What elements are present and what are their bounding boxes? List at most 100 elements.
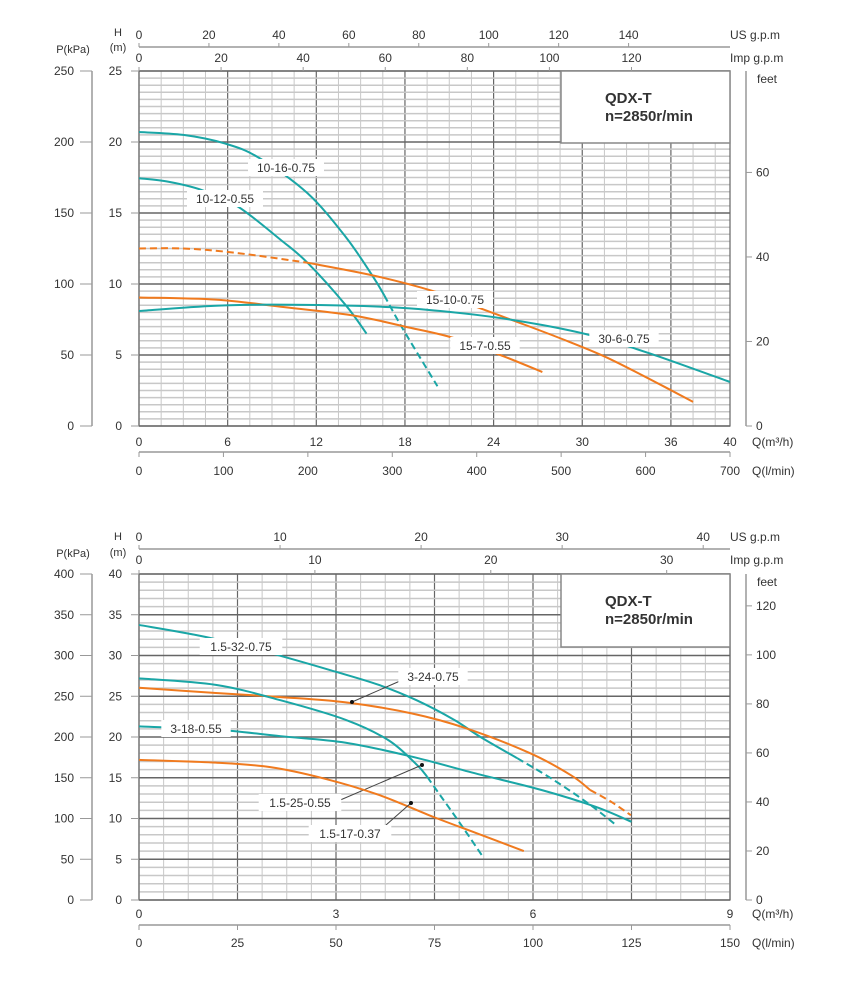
p-tick-label: 200	[54, 135, 74, 149]
feet-tick-label: 0	[756, 419, 763, 433]
lmin-axis-label: Q(l/min)	[752, 936, 795, 950]
lmin-tick-label: 700	[720, 464, 740, 478]
h-tick-label: 0	[115, 893, 122, 907]
series-label-bg	[308, 825, 392, 842]
x-tick-label: 24	[487, 435, 501, 449]
lmin-tick-label: 125	[621, 936, 641, 950]
lmin-tick-label: 100	[213, 464, 233, 478]
lmin-tick-label: 50	[329, 936, 343, 950]
h-tick-label: 5	[115, 852, 122, 866]
curve-3-24-0.75	[138, 686, 591, 791]
chart-subtitle: n=2850r/min	[605, 108, 693, 125]
chart-title: QDX-T	[605, 593, 652, 610]
series-label-bg	[248, 159, 324, 176]
p-tick-label: 100	[54, 812, 74, 826]
p-tick-label: 100	[54, 277, 74, 291]
x-tick-label: 0	[136, 435, 143, 449]
x-tick-label: 36	[664, 435, 678, 449]
series-label: 3-24-0.75	[407, 670, 459, 684]
imp-gpm-axis-label: Imp g.p.m	[730, 51, 783, 65]
us-gpm-tick-label: 40	[272, 28, 286, 42]
imp-gpm-tick-label: 60	[379, 51, 393, 65]
h-axis-label: H	[114, 27, 122, 39]
lmin-tick-label: 150	[720, 936, 740, 950]
us-gpm-tick-label: 0	[136, 28, 143, 42]
series-label: 15-10-0.75	[426, 293, 484, 307]
x-tick-label: 18	[398, 435, 412, 449]
h-tick-label: 20	[109, 135, 123, 149]
lmin-tick-label: 500	[551, 464, 571, 478]
curve-15-10-0.75	[307, 261, 694, 403]
h-tick-label: 5	[115, 348, 122, 362]
curve-dashed-3-24-0.75	[589, 789, 632, 817]
imp-gpm-tick-label: 20	[214, 51, 228, 65]
x-tick-label: 6	[224, 435, 231, 449]
p-tick-label: 350	[54, 608, 74, 622]
series-label: 30-6-0.75	[598, 332, 650, 346]
leader-dot	[420, 763, 424, 767]
imp-gpm-tick-label: 80	[461, 51, 475, 65]
x-tick-label: 30	[576, 435, 590, 449]
title-box	[560, 573, 731, 648]
imp-gpm-tick-label: 0	[136, 553, 143, 567]
feet-tick-label: 100	[756, 648, 776, 662]
p-tick-label: 250	[54, 689, 74, 703]
imp-gpm-tick-label: 20	[484, 553, 498, 567]
feet-tick-label: 20	[756, 334, 770, 348]
curve-dashed-1.5-32-0.75	[516, 757, 618, 827]
lmin-axis-label: Q(l/min)	[752, 464, 795, 478]
curve-30-6-0.75	[138, 303, 731, 383]
us-gpm-tick-label: 60	[342, 28, 356, 42]
leader-line	[385, 802, 412, 826]
lmin-tick-label: 25	[231, 936, 245, 950]
series-label-bg	[417, 291, 493, 308]
feet-tick-label: 20	[756, 844, 770, 858]
curve-dashed-1.5-25-0.55	[426, 776, 483, 856]
h-axis-unit: (m)	[110, 547, 127, 559]
feet-tick-label: 40	[756, 250, 770, 264]
us-gpm-tick-label: 40	[697, 530, 711, 544]
p-axis-label: P(kPa)	[56, 548, 90, 560]
title-box	[560, 70, 731, 144]
imp-gpm-tick-label: 0	[136, 51, 143, 65]
series-label-bg	[589, 330, 659, 347]
lmin-tick-label: 0	[136, 936, 143, 950]
feet-tick-label: 60	[756, 746, 770, 760]
p-tick-label: 150	[54, 206, 74, 220]
p-tick-label: 300	[54, 649, 74, 663]
series-label: 10-12-0.55	[196, 192, 254, 206]
lmin-tick-label: 200	[298, 464, 318, 478]
feet-tick-label: 40	[756, 795, 770, 809]
curve-3-18-0.55	[138, 725, 632, 823]
imp-gpm-tick-label: 10	[308, 553, 322, 567]
h-tick-label: 40	[109, 567, 123, 581]
p-tick-label: 0	[67, 893, 74, 907]
feet-tick-label: 120	[756, 599, 776, 613]
series-label-bg	[450, 337, 520, 354]
series-label-bg	[187, 190, 263, 207]
feet-axis-label: feet	[757, 575, 778, 589]
imp-gpm-axis-label: Imp g.p.m	[730, 553, 783, 567]
h-tick-label: 15	[109, 206, 123, 220]
x-axis-label: Q(m³/h)	[752, 907, 793, 921]
us-gpm-tick-label: 0	[136, 530, 143, 544]
leader-dot	[350, 700, 354, 704]
leader-dot	[409, 801, 413, 805]
series-label: 1.5-17-0.37	[319, 827, 381, 841]
imp-gpm-tick-label: 100	[539, 51, 559, 65]
x-tick-label: 9	[727, 907, 734, 921]
x-tick-label: 6	[530, 907, 537, 921]
us-gpm-axis-label: US g.p.m	[730, 530, 780, 544]
feet-tick-label: 80	[756, 697, 770, 711]
us-gpm-tick-label: 20	[202, 28, 216, 42]
series-label: 1.5-32-0.75	[210, 640, 272, 654]
h-tick-label: 0	[115, 419, 122, 433]
h-axis-unit: (m)	[110, 42, 127, 54]
h-tick-label: 10	[109, 277, 123, 291]
x-tick-label: 0	[136, 907, 143, 921]
us-gpm-tick-label: 20	[414, 530, 428, 544]
series-label: 10-16-0.75	[257, 161, 315, 175]
p-tick-label: 150	[54, 771, 74, 785]
x-axis-label: Q(m³/h)	[752, 435, 793, 449]
chart-subtitle: n=2850r/min	[605, 611, 693, 628]
